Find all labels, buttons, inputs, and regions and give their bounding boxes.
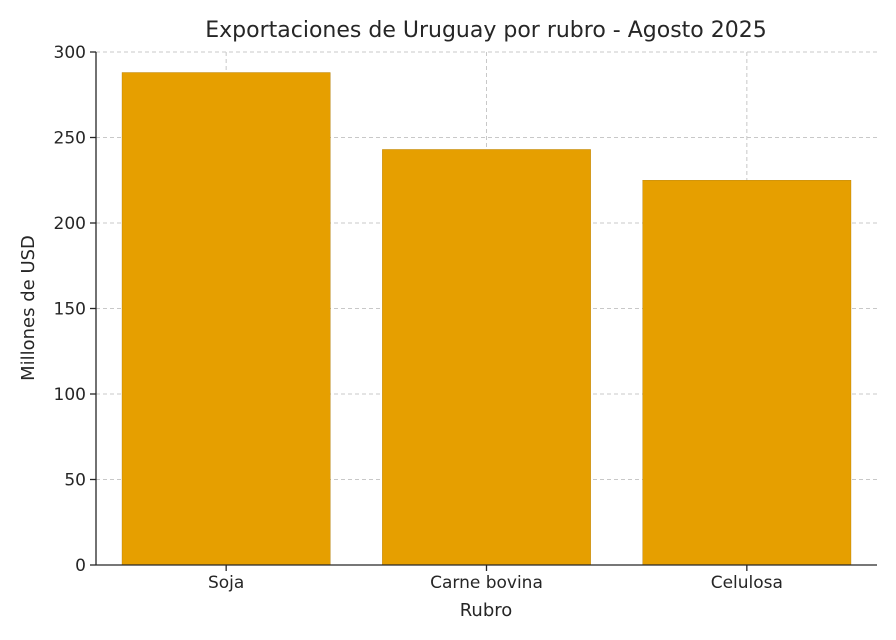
y-tick-label: 150 <box>54 300 86 320</box>
y-tick-label: 100 <box>54 385 86 405</box>
y-tick-label: 300 <box>54 43 86 63</box>
bar-carne-bovina <box>382 149 591 566</box>
y-tick-label: 200 <box>54 214 86 234</box>
x-tick-label: Soja <box>208 573 244 593</box>
y-axis-label: Millones de USD <box>18 235 39 381</box>
y-tick-label: 50 <box>64 471 86 491</box>
tick-labels: 0 50 100 150 200 250 300 Soja Carne bovina Celulo… <box>54 43 783 593</box>
y-tick-label: 0 <box>75 556 86 576</box>
bars <box>121 72 852 566</box>
x-axis-label: Rubro <box>460 600 513 621</box>
y-tick-label: 250 <box>54 129 86 149</box>
axes <box>90 51 877 571</box>
bar-celulosa <box>642 180 852 566</box>
x-tick-label: Carne bovina <box>430 573 543 593</box>
bar-soja <box>121 72 331 566</box>
x-tick-label: Celulosa <box>711 573 783 593</box>
chart-title: Exportaciones de Uruguay por rubro - Ago… <box>205 18 766 43</box>
